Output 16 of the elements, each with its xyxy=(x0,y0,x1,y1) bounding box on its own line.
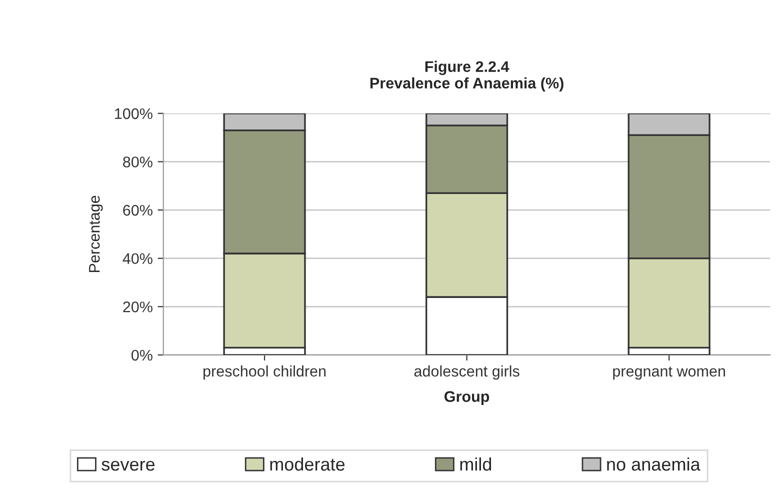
y-tick-label: 40% xyxy=(122,253,152,264)
x-tick-label: preschool children xyxy=(204,365,326,380)
y-tick-label: 80% xyxy=(123,156,152,168)
y-tick-label: 60% xyxy=(123,204,152,216)
x-tick-label: adolescent girls xyxy=(414,365,520,380)
legend-label: no anaemia xyxy=(607,457,700,471)
legend-label: moderate xyxy=(270,457,345,471)
legend-label: severe xyxy=(102,460,155,471)
legend-label: mild xyxy=(460,457,492,471)
y-tick-label: 20% xyxy=(123,302,152,312)
x-tick-label: pregnant women xyxy=(613,366,725,380)
chart-title: Figure 2.2.4 Prevalence of Anaemia (%) xyxy=(370,60,564,92)
x-axis-title: Group xyxy=(444,391,490,405)
y-tick-label: 0% xyxy=(131,350,152,361)
y-tick-label: 100% xyxy=(115,108,152,120)
y-axis-title: Percentage xyxy=(89,196,103,272)
